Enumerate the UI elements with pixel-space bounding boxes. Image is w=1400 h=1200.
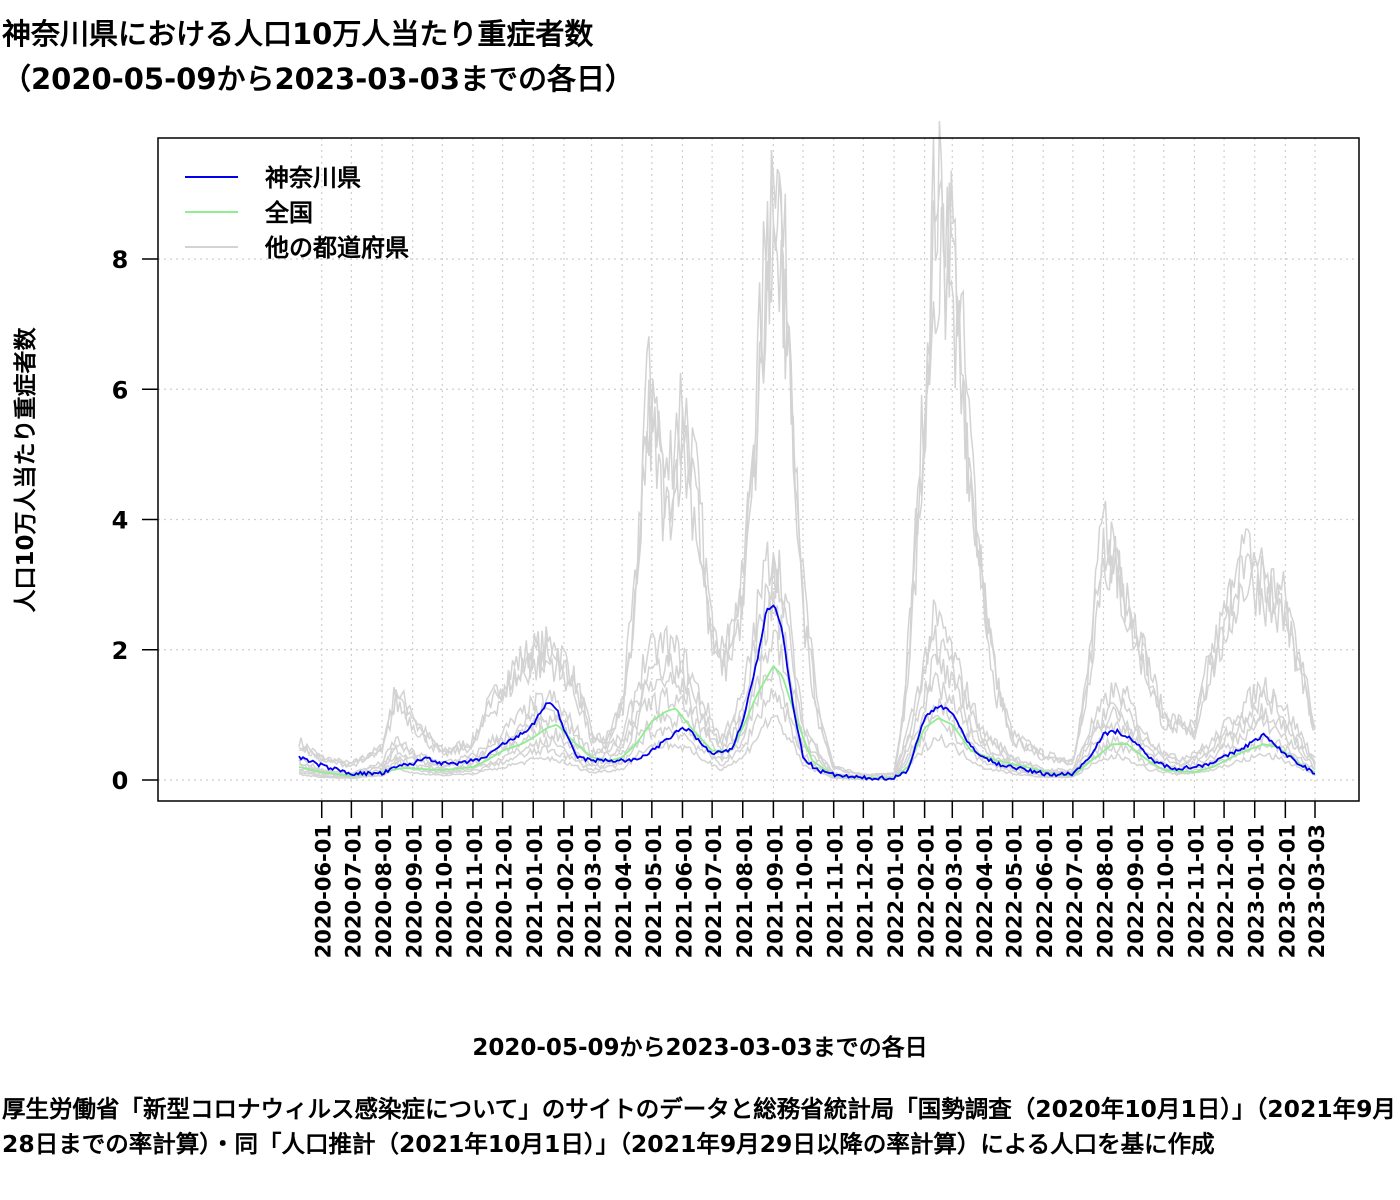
- x-tick-label: 2021-03-01: [582, 824, 606, 958]
- chart-title-line2: （2020-05-09から2023-03-03までの各日）: [2, 62, 634, 96]
- x-tick-label: 2023-02-01: [1275, 824, 1299, 958]
- x-tick-label: 2021-06-01: [672, 824, 696, 958]
- x-tick-label: 2021-09-01: [763, 824, 787, 958]
- x-tick-label: 2021-01-01: [523, 824, 547, 958]
- x-tick-label: 2022-07-01: [1063, 824, 1087, 958]
- y-tick-label: 2: [112, 637, 129, 665]
- x-tick-label: 2022-05-01: [1003, 824, 1027, 958]
- chart-title-line1: 神奈川県における人口10万人当たり重症者数: [2, 17, 594, 51]
- x-tick-label: 2020-11-01: [463, 824, 487, 958]
- x-tick-label: 2022-02-01: [915, 824, 939, 958]
- x-tick-label: 2021-07-01: [702, 824, 726, 958]
- x-tick-label: 2022-01-01: [884, 824, 908, 958]
- x-tick-label: 2022-06-01: [1033, 824, 1057, 958]
- y-axis-label: 人口10万人当たり重症者数: [12, 327, 39, 613]
- x-tick-label: 2021-10-01: [793, 824, 817, 958]
- x-tick-label: 2023-01-01: [1245, 824, 1269, 958]
- other-prefectures-layer: [298, 121, 1316, 781]
- x-tick-label: 2021-08-01: [733, 824, 757, 958]
- legend-label: 神奈川県: [265, 164, 361, 192]
- x-tick-label: 2020-10-01: [432, 824, 456, 958]
- series-kanagawa-line: [298, 604, 1316, 781]
- other-prefecture-line: [298, 541, 1316, 779]
- x-tick-label: 2021-04-01: [612, 824, 636, 958]
- y-tick-label: 8: [112, 246, 129, 274]
- x-tick-label: 2022-12-01: [1214, 824, 1238, 958]
- x-tick-label: 2022-10-01: [1154, 824, 1178, 958]
- x-axis-label: 2020-05-09から2023-03-03までの各日: [472, 1035, 928, 1061]
- chart-canvas: 0 2 4 6 8 2020-06-01 2020-07-01 2020-08-01 2020-…: [12, 121, 1360, 958]
- y-tick-label: 6: [112, 376, 129, 404]
- x-tick-label: 2020-12-01: [493, 824, 517, 958]
- x-tick-label: 2021-12-01: [853, 824, 877, 958]
- other-prefecture-line: [298, 715, 1316, 781]
- other-prefecture-line: [298, 553, 1316, 779]
- x-tick-label: 2020-09-01: [403, 824, 427, 958]
- source-caption: 厚生労働省「新型コロナウィルス感染症について」のサイトのデータと総務省統計局「国…: [2, 1095, 1397, 1158]
- other-prefecture-line: [298, 203, 1316, 777]
- y-tick-label: 0: [112, 767, 129, 795]
- y-tick-label: 4: [112, 507, 129, 535]
- x-tick-label: 2021-05-01: [642, 824, 666, 958]
- x-tick-label: 2020-06-01: [312, 824, 336, 958]
- x-tick-label: 2020-08-01: [372, 824, 396, 958]
- x-tick-label: 2023-03-03: [1305, 824, 1329, 958]
- x-tick-label: 2022-03-01: [942, 824, 966, 958]
- x-tick-label: 2020-07-01: [341, 824, 365, 958]
- x-tick-label: 2022-08-01: [1093, 824, 1117, 958]
- other-prefecture-line: [298, 687, 1316, 780]
- series-layer: [298, 604, 1316, 781]
- x-tick-label: 2022-04-01: [973, 824, 997, 958]
- plot-frame: [157, 137, 1360, 802]
- other-prefecture-line: [298, 121, 1316, 776]
- x-tick-label: 2022-11-01: [1184, 824, 1208, 958]
- series-national-line: [298, 664, 1316, 779]
- axis-layer: 0 2 4 6 8 2020-06-01 2020-07-01 2020-08-01 2020-…: [112, 246, 1329, 958]
- x-tick-label: 2022-09-01: [1124, 824, 1148, 958]
- legend-label: 全国: [264, 199, 313, 227]
- legend-label: 他の都道府県: [264, 234, 409, 262]
- x-tick-label: 2021-02-01: [554, 824, 578, 958]
- x-tick-label: 2021-11-01: [824, 824, 848, 958]
- other-prefecture-line: [298, 150, 1316, 777]
